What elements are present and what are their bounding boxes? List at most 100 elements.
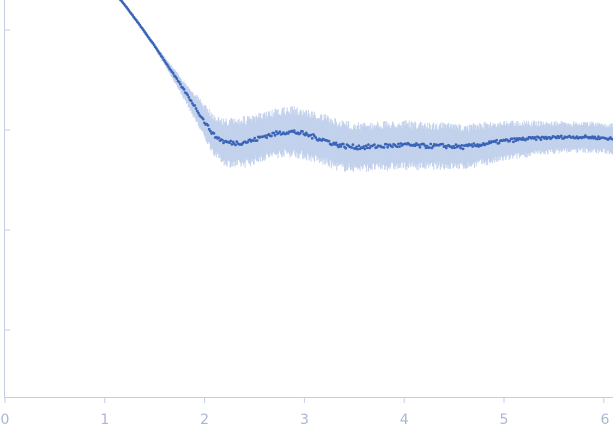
data-point	[444, 146, 448, 150]
data-point	[230, 143, 234, 146]
data-point	[512, 140, 515, 144]
data-point	[356, 147, 360, 151]
data-point	[165, 63, 169, 67]
data-point	[508, 139, 512, 143]
data-point	[391, 145, 394, 149]
data-point	[186, 93, 189, 97]
data-point	[424, 146, 428, 150]
data-point	[235, 140, 239, 143]
data-point	[270, 134, 273, 138]
data-point	[301, 130, 304, 133]
data-point	[533, 136, 537, 139]
data-point	[179, 82, 182, 86]
data-point	[155, 47, 158, 50]
data-point	[310, 136, 314, 140]
data-point	[234, 143, 237, 147]
data-point	[341, 142, 345, 146]
data-point	[207, 127, 211, 131]
x-tick-label: 3	[300, 412, 309, 428]
data-point	[212, 131, 216, 135]
data-point	[272, 131, 276, 135]
x-tick-label: 5	[500, 412, 509, 428]
data-point	[273, 134, 277, 137]
data-point	[161, 56, 164, 59]
data-point	[152, 43, 156, 47]
data-points-layer	[119, 0, 613, 151]
error-band-layer	[118, 0, 613, 172]
data-point	[191, 101, 194, 105]
data-point	[514, 139, 518, 143]
data-point	[453, 146, 457, 150]
data-point	[513, 137, 516, 140]
data-point	[252, 139, 255, 142]
data-point	[278, 130, 282, 134]
data-point	[217, 136, 221, 140]
x-tick-label: 0	[1, 412, 10, 428]
x-tick-label: 1	[100, 412, 109, 428]
data-point	[197, 111, 200, 115]
data-point	[253, 136, 257, 140]
data-point	[510, 137, 514, 141]
data-point	[201, 117, 205, 121]
data-point	[138, 23, 142, 27]
data-point	[364, 144, 368, 148]
data-point	[497, 141, 501, 145]
data-point	[461, 147, 465, 151]
data-point	[363, 147, 367, 151]
data-point	[365, 146, 369, 150]
data-point	[395, 145, 399, 149]
data-point	[459, 146, 463, 150]
data-point	[559, 134, 563, 138]
data-point	[189, 99, 193, 103]
data-point	[418, 145, 422, 149]
data-point	[357, 144, 361, 148]
data-point	[362, 145, 366, 148]
data-point	[171, 71, 175, 75]
data-point	[486, 142, 490, 146]
data-point	[472, 142, 476, 145]
axes	[4, 0, 613, 398]
data-point	[495, 138, 498, 142]
data-point	[386, 145, 389, 149]
data-point	[246, 141, 249, 144]
data-point	[351, 143, 355, 146]
data-point	[397, 142, 400, 146]
data-point	[337, 145, 340, 149]
data-point	[265, 136, 269, 140]
data-point	[339, 145, 343, 148]
data-point	[539, 138, 543, 141]
data-point	[274, 130, 278, 133]
data-point	[367, 143, 370, 146]
data-point	[187, 96, 191, 99]
data-point	[385, 142, 388, 146]
data-point	[177, 80, 181, 84]
data-point	[429, 142, 433, 146]
data-point	[264, 134, 267, 138]
data-point	[314, 136, 318, 139]
x-tick-layer: 0 1 2 3 4 5 6	[1, 397, 610, 428]
data-point	[423, 144, 427, 147]
x-tick-label: 2	[200, 412, 209, 428]
data-point	[431, 144, 435, 148]
data-point	[298, 131, 302, 135]
data-point	[231, 140, 235, 144]
data-point	[458, 144, 461, 148]
data-point	[595, 137, 599, 141]
data-point	[158, 52, 162, 56]
data-point	[544, 135, 548, 139]
data-point	[194, 107, 198, 110]
data-point	[334, 141, 338, 145]
data-point	[597, 135, 600, 138]
y-tick-layer	[4, 29, 10, 331]
data-point	[303, 133, 307, 137]
data-point	[209, 129, 212, 133]
data-point	[382, 146, 386, 149]
data-point	[175, 77, 179, 81]
data-point	[350, 146, 354, 149]
data-point	[255, 139, 259, 142]
data-point	[309, 133, 313, 137]
data-point	[399, 142, 403, 145]
data-point	[413, 144, 417, 148]
data-point	[193, 104, 197, 107]
